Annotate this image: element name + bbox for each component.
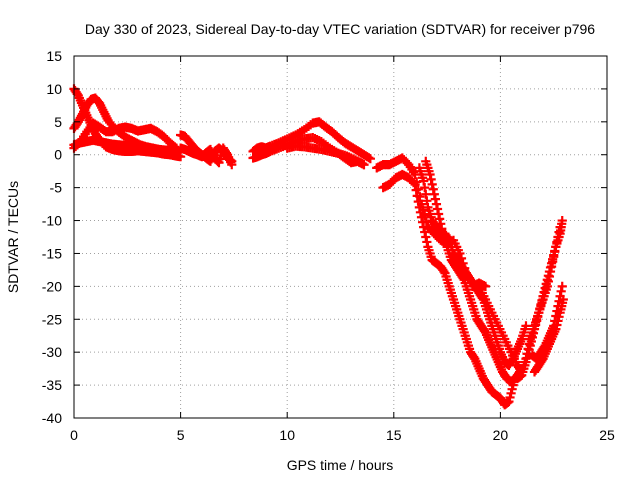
series-track-k [378, 169, 518, 410]
x-tick-label: 20 [493, 427, 509, 443]
y-tick-label: -20 [42, 278, 62, 294]
y-tick-label: -10 [42, 213, 62, 229]
y-tick-label: -15 [42, 245, 62, 261]
data-point [557, 215, 567, 226]
series-track-d [69, 135, 181, 158]
data-point [176, 152, 186, 162]
data-point [557, 281, 567, 291]
series-track-q [529, 294, 568, 377]
x-tick-label: 25 [599, 427, 615, 443]
y-tick-label: 15 [46, 48, 62, 64]
x-tick-label: 15 [386, 427, 402, 443]
data-point [227, 160, 237, 170]
x-axis-label: GPS time / hours [287, 457, 394, 473]
data-point [521, 321, 531, 331]
x-tick-label: 5 [177, 427, 185, 443]
data-point [365, 154, 375, 164]
y-tick-label: 5 [54, 114, 62, 130]
x-tick-label: 10 [279, 427, 295, 443]
series-track-i [282, 141, 369, 170]
y-tick-label: 10 [46, 81, 62, 97]
y-tick-label: 0 [54, 147, 62, 163]
series-track-f [176, 143, 237, 170]
y-tick-label: -5 [50, 180, 63, 196]
y-tick-label: -40 [42, 410, 62, 426]
chart-title: Day 330 of 2023, Sidereal Day-to-day VTE… [85, 21, 595, 37]
series-track-g [248, 117, 375, 164]
axes: 0 5 10 15 20 25 15 10 5 0 -5 -10 -15 -20 -25 -30 -35 -40 [42, 48, 615, 443]
data-point [359, 160, 369, 170]
data-point [558, 294, 568, 305]
x-tick-label: 0 [70, 427, 78, 443]
y-tick-label: -25 [42, 311, 62, 327]
data-points [69, 84, 568, 410]
y-tick-label: -35 [42, 377, 62, 393]
series-track-o [512, 215, 567, 384]
plot-frame [73, 55, 608, 419]
y-tick-label: -30 [42, 344, 62, 360]
data-point [171, 148, 181, 158]
series-track-m [421, 156, 525, 387]
y-axis-label: SDTVAR / TECUs [5, 181, 21, 293]
